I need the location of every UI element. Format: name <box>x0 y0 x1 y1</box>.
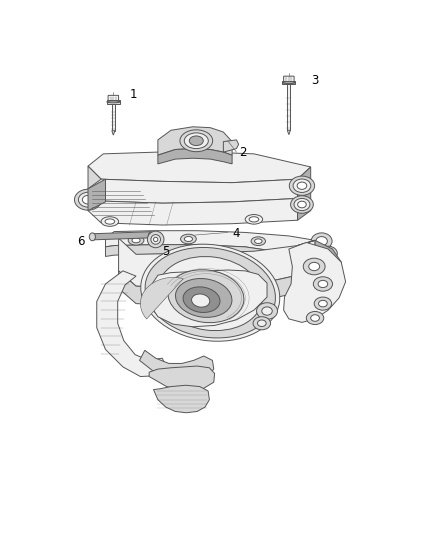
Ellipse shape <box>105 219 115 224</box>
Ellipse shape <box>311 315 319 321</box>
Bar <box>92 232 151 240</box>
Ellipse shape <box>151 235 160 244</box>
Polygon shape <box>106 231 332 259</box>
Polygon shape <box>297 167 311 198</box>
Ellipse shape <box>297 182 307 189</box>
Polygon shape <box>153 385 209 413</box>
Ellipse shape <box>313 277 332 291</box>
Ellipse shape <box>290 196 313 213</box>
Ellipse shape <box>314 297 332 310</box>
Ellipse shape <box>184 133 208 149</box>
Polygon shape <box>284 243 346 322</box>
Text: 3: 3 <box>311 75 318 87</box>
Ellipse shape <box>189 136 203 146</box>
Polygon shape <box>106 245 328 266</box>
Ellipse shape <box>249 217 259 222</box>
Polygon shape <box>119 262 315 306</box>
Polygon shape <box>88 189 297 225</box>
Ellipse shape <box>89 233 95 241</box>
Polygon shape <box>297 192 311 220</box>
Ellipse shape <box>176 279 232 317</box>
Text: 6: 6 <box>77 235 85 248</box>
Polygon shape <box>88 151 311 183</box>
Polygon shape <box>112 131 115 135</box>
FancyBboxPatch shape <box>284 76 294 84</box>
Ellipse shape <box>258 320 266 327</box>
Polygon shape <box>141 278 183 319</box>
Ellipse shape <box>318 300 327 307</box>
Ellipse shape <box>183 287 220 312</box>
Ellipse shape <box>257 303 278 319</box>
Ellipse shape <box>303 258 325 275</box>
Polygon shape <box>88 179 106 211</box>
Polygon shape <box>297 240 341 288</box>
Ellipse shape <box>306 311 324 325</box>
Ellipse shape <box>145 247 276 338</box>
Ellipse shape <box>251 237 265 246</box>
Ellipse shape <box>316 237 327 246</box>
Ellipse shape <box>148 232 154 240</box>
Ellipse shape <box>262 307 272 315</box>
Ellipse shape <box>254 239 262 244</box>
Polygon shape <box>223 140 239 152</box>
Polygon shape <box>287 130 290 135</box>
Polygon shape <box>149 270 267 327</box>
Ellipse shape <box>283 82 295 84</box>
Ellipse shape <box>101 217 119 227</box>
Polygon shape <box>140 350 214 382</box>
Ellipse shape <box>132 238 140 243</box>
Ellipse shape <box>298 201 306 208</box>
Ellipse shape <box>311 233 332 249</box>
Ellipse shape <box>78 192 98 207</box>
Ellipse shape <box>309 262 320 271</box>
Ellipse shape <box>253 317 271 330</box>
Bar <box>107 100 120 103</box>
Ellipse shape <box>289 176 314 195</box>
Polygon shape <box>158 127 232 155</box>
Ellipse shape <box>168 270 244 322</box>
Ellipse shape <box>293 179 311 192</box>
Text: 1: 1 <box>130 87 137 101</box>
Ellipse shape <box>318 280 328 288</box>
Ellipse shape <box>148 231 164 248</box>
Ellipse shape <box>158 256 262 330</box>
Text: 2: 2 <box>239 146 246 159</box>
Bar <box>112 103 115 131</box>
Ellipse shape <box>141 244 280 341</box>
Ellipse shape <box>128 236 144 245</box>
Ellipse shape <box>180 130 213 152</box>
Ellipse shape <box>184 237 193 241</box>
Ellipse shape <box>180 234 196 244</box>
Polygon shape <box>88 166 101 201</box>
Polygon shape <box>97 271 166 376</box>
Polygon shape <box>119 238 315 288</box>
Ellipse shape <box>294 198 310 211</box>
Ellipse shape <box>245 215 263 224</box>
Ellipse shape <box>323 249 333 257</box>
Text: 5: 5 <box>162 245 170 258</box>
Polygon shape <box>149 366 215 391</box>
Ellipse shape <box>319 246 337 261</box>
Polygon shape <box>88 179 297 203</box>
Text: 4: 4 <box>232 227 240 240</box>
Ellipse shape <box>74 189 102 210</box>
Ellipse shape <box>107 101 120 103</box>
Bar <box>287 84 290 130</box>
Ellipse shape <box>153 237 158 241</box>
FancyBboxPatch shape <box>108 95 119 103</box>
Polygon shape <box>158 149 232 164</box>
Ellipse shape <box>191 294 210 307</box>
Bar <box>283 81 295 84</box>
Ellipse shape <box>82 195 94 204</box>
